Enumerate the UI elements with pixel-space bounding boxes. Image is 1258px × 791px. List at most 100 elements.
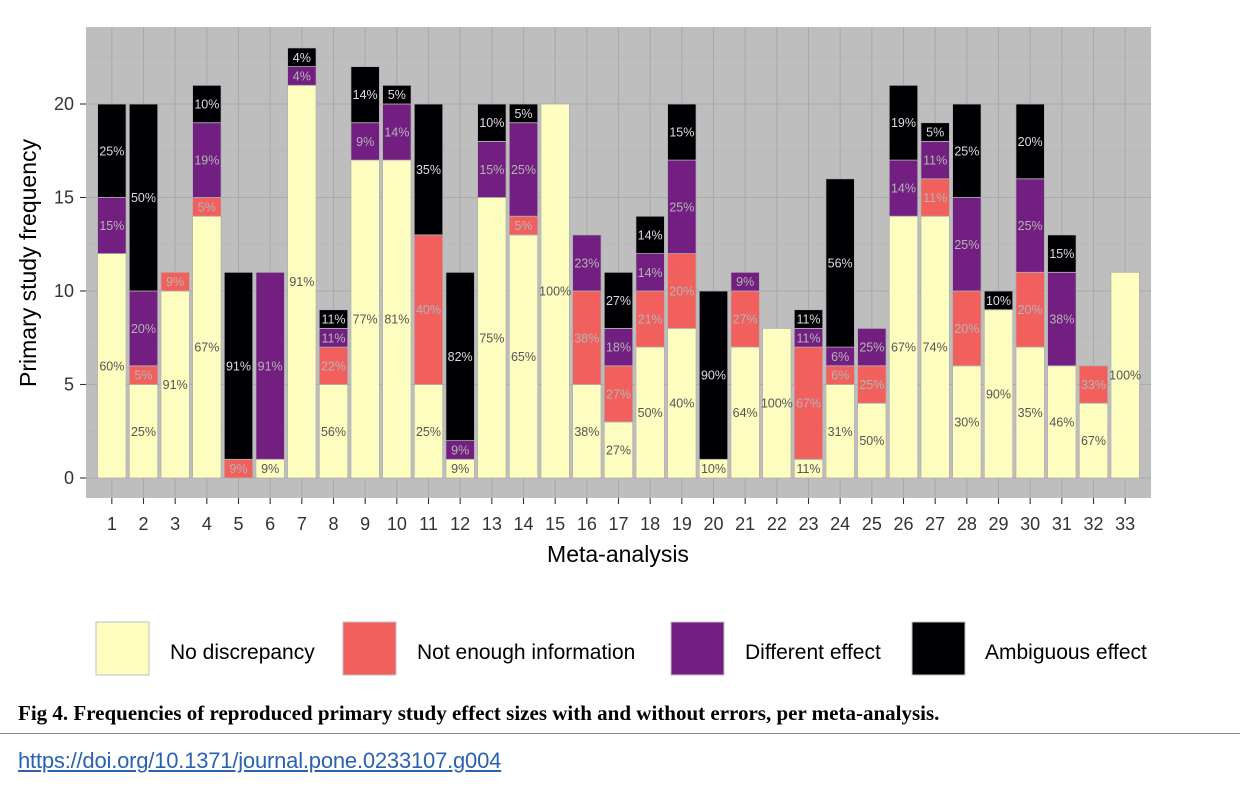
segment-label: 23% — [574, 256, 599, 270]
segment-label: 10% — [701, 462, 726, 476]
legend-label: Different effect — [745, 641, 881, 664]
bar-segment — [888, 159, 919, 217]
bars — [97, 47, 1140, 479]
bar-segment — [540, 103, 570, 479]
segment-label: 25% — [131, 425, 156, 439]
bar-segment — [667, 159, 697, 255]
segment-label: 20% — [954, 322, 979, 336]
x-tick-label: 9 — [360, 514, 370, 534]
stacked-bar-chart: 60%15%25%25%5%20%50%91%9%67%5%19%10%9%91… — [15, 27, 1151, 676]
legend: No discrepancy Not enough information Diff… — [95, 621, 1147, 676]
x-tick-label: 15 — [545, 514, 565, 534]
bar-segment — [667, 327, 697, 479]
bar-segment — [730, 271, 760, 292]
x-tick-label: 24 — [830, 514, 850, 534]
bar-segment — [603, 365, 634, 423]
bar-segment — [888, 215, 919, 479]
x-tick-label: 31 — [1052, 514, 1072, 534]
bar-segment — [477, 103, 507, 142]
bar-segment — [667, 253, 697, 329]
x-tick-label: 10 — [387, 514, 407, 534]
bar-segment — [445, 271, 475, 441]
segment-label: 9% — [451, 462, 469, 476]
legend-swatch — [670, 621, 725, 676]
x-tick-label: 17 — [608, 514, 628, 534]
segment-label: 100% — [761, 397, 793, 411]
segment-label: 25% — [859, 341, 884, 355]
bar-segment — [825, 384, 855, 479]
segment-label: 11% — [796, 462, 820, 476]
segment-label: 25% — [511, 163, 536, 177]
x-tick-label: 21 — [735, 514, 755, 534]
bar-segment — [1078, 402, 1109, 479]
bar-segment — [1047, 271, 1077, 367]
x-tick-label: 7 — [297, 514, 307, 534]
segment-label: 19% — [891, 116, 916, 130]
y-tick-label: 15 — [54, 188, 74, 208]
bar-segment — [508, 122, 539, 217]
bar-segment — [888, 84, 919, 161]
segment-label: 91% — [258, 359, 283, 373]
segment-label: 27% — [606, 294, 631, 308]
segment-label: 40% — [669, 397, 694, 411]
segment-label: 10% — [479, 116, 504, 130]
bar-segment — [603, 271, 634, 329]
bar-segment — [128, 384, 159, 479]
x-tick-label: 32 — [1083, 514, 1103, 534]
segment-label: 20% — [669, 285, 694, 299]
segment-label: 33% — [1081, 378, 1106, 392]
segment-label: 25% — [416, 425, 441, 439]
figure-caption: Fig 4. Frequencies of reproduced primary… — [18, 701, 940, 725]
bar-segment — [920, 140, 950, 180]
segment-label: 38% — [1049, 313, 1074, 327]
bar-segment — [477, 140, 507, 198]
x-tick-label: 33 — [1115, 514, 1135, 534]
bar-segment — [1078, 365, 1109, 404]
bar-segment — [318, 384, 349, 479]
segment-label: 75% — [479, 331, 504, 345]
bar-segment — [128, 103, 159, 292]
segment-label: 5% — [514, 107, 532, 121]
bar-segment — [382, 159, 412, 479]
x-tick-label: 23 — [798, 514, 818, 534]
bar-segment — [1047, 234, 1077, 273]
segment-label: 25% — [1018, 219, 1043, 233]
segment-label: 15% — [669, 126, 694, 140]
x-tick-label: 6 — [265, 514, 275, 534]
bar-segment — [952, 197, 982, 292]
segment-label: 56% — [321, 425, 346, 439]
bar-segment — [920, 215, 950, 479]
divider — [0, 733, 1240, 734]
bar-segment — [983, 290, 1014, 311]
segment-label: 14% — [638, 228, 663, 242]
segment-label: 27% — [606, 443, 631, 457]
bar-segment — [160, 290, 190, 479]
bar-segment — [635, 215, 665, 254]
bar-segment — [508, 234, 539, 479]
segment-label: 38% — [574, 425, 599, 439]
x-tick-label: 16 — [577, 514, 597, 534]
segment-label: 20% — [1018, 303, 1043, 317]
segment-label: 5% — [388, 88, 406, 102]
segment-label: 11% — [923, 191, 947, 205]
segment-label: 90% — [701, 369, 726, 383]
x-tick-label: 27 — [925, 514, 945, 534]
segment-label: 35% — [416, 163, 441, 177]
segment-label: 25% — [669, 200, 694, 214]
segment-label: 91% — [226, 359, 251, 373]
bar-segment — [382, 84, 412, 105]
segment-label: 50% — [638, 406, 663, 420]
bar-segment — [572, 384, 602, 479]
doi-link[interactable]: https://doi.org/10.1371/journal.pone.023… — [18, 748, 502, 773]
segment-label: 10% — [986, 294, 1011, 308]
bar-segment — [857, 327, 887, 367]
segment-label: 6% — [831, 350, 849, 364]
bar-segment — [350, 66, 380, 124]
x-tick-label: 14 — [513, 514, 533, 534]
bar-segment — [572, 234, 602, 292]
y-tick-label: 5 — [64, 375, 74, 395]
segment-label: 11% — [321, 313, 345, 327]
segment-label: 19% — [194, 154, 219, 168]
bar-segment — [762, 327, 792, 479]
x-tick-label: 4 — [202, 514, 212, 534]
